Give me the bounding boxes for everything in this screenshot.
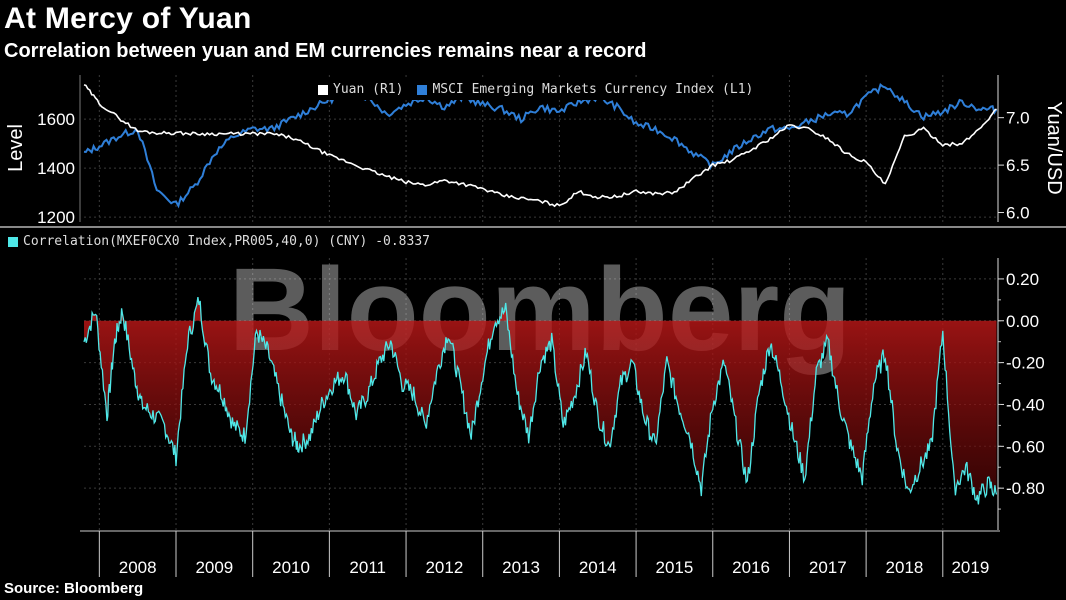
x-axis-year-label: 2016 — [732, 558, 770, 577]
correlation-axis-tick-label: -0.60 — [1006, 437, 1045, 456]
yuan-legend-label: Yuan (R1) — [333, 82, 404, 97]
yuan-line — [83, 84, 997, 208]
left-axis-tick-label: 1400 — [37, 159, 75, 178]
x-axis-year-label: 2017 — [809, 558, 847, 577]
yuan-legend-swatch — [318, 84, 328, 95]
x-axis-year-label: 2013 — [502, 558, 540, 577]
correlation-axis-tick-label: -0.80 — [1006, 479, 1045, 498]
correlation-axis-tick-label: 0.00 — [1006, 312, 1039, 331]
source-note: Source: Bloomberg — [4, 580, 144, 597]
x-axis-year-label: 2019 — [951, 558, 989, 577]
correlation-legend: Correlation(MXEF0CX0 Index,PR005,40,0) (… — [8, 234, 430, 249]
right-axis-tick-label: 7.0 — [1006, 109, 1030, 128]
right-axis-tick-label: 6.5 — [1006, 156, 1030, 175]
left-axis-tick-label: 1600 — [37, 110, 75, 129]
correlation-legend-label: Correlation(MXEF0CX0 Index,PR005,40,0) (… — [23, 234, 430, 249]
chart-subtitle: Correlation between yuan and EM currenci… — [4, 40, 647, 62]
x-axis-year-label: 2009 — [195, 558, 233, 577]
right-axis-title: Yuan/USD — [1043, 101, 1065, 194]
correlation-axis-tick-label: 0.20 — [1006, 270, 1039, 289]
price-legend: Yuan (R1) MSCI Emerging Markets Currency… — [312, 79, 760, 100]
left-axis-tick-label: 1200 — [37, 208, 75, 227]
x-axis-year-label: 2010 — [272, 558, 310, 577]
x-axis-year-label: 2015 — [656, 558, 694, 577]
x-axis-year-label: 2014 — [579, 558, 617, 577]
x-axis-year-label: 2011 — [349, 558, 386, 577]
correlation-axis-tick-label: -0.40 — [1006, 395, 1045, 414]
left-axis-title: Level — [5, 124, 27, 172]
correlation-area — [84, 297, 997, 505]
x-axis-year-label: 2012 — [425, 558, 463, 577]
msci-currency-index-line — [83, 83, 998, 209]
msci-legend-swatch — [417, 84, 428, 95]
correlation-legend-swatch — [8, 236, 18, 247]
right-axis-tick-label: 6.0 — [1006, 204, 1030, 223]
msci-legend-label: MSCI Emerging Markets Currency Index (L1… — [432, 82, 754, 97]
x-axis-year-label: 2008 — [119, 558, 157, 577]
correlation-axis-tick-label: -0.20 — [1006, 354, 1045, 373]
x-axis-year-label: 2018 — [886, 558, 924, 577]
chart-title: At Mercy of Yuan — [4, 2, 252, 35]
correlation-line — [83, 297, 998, 505]
